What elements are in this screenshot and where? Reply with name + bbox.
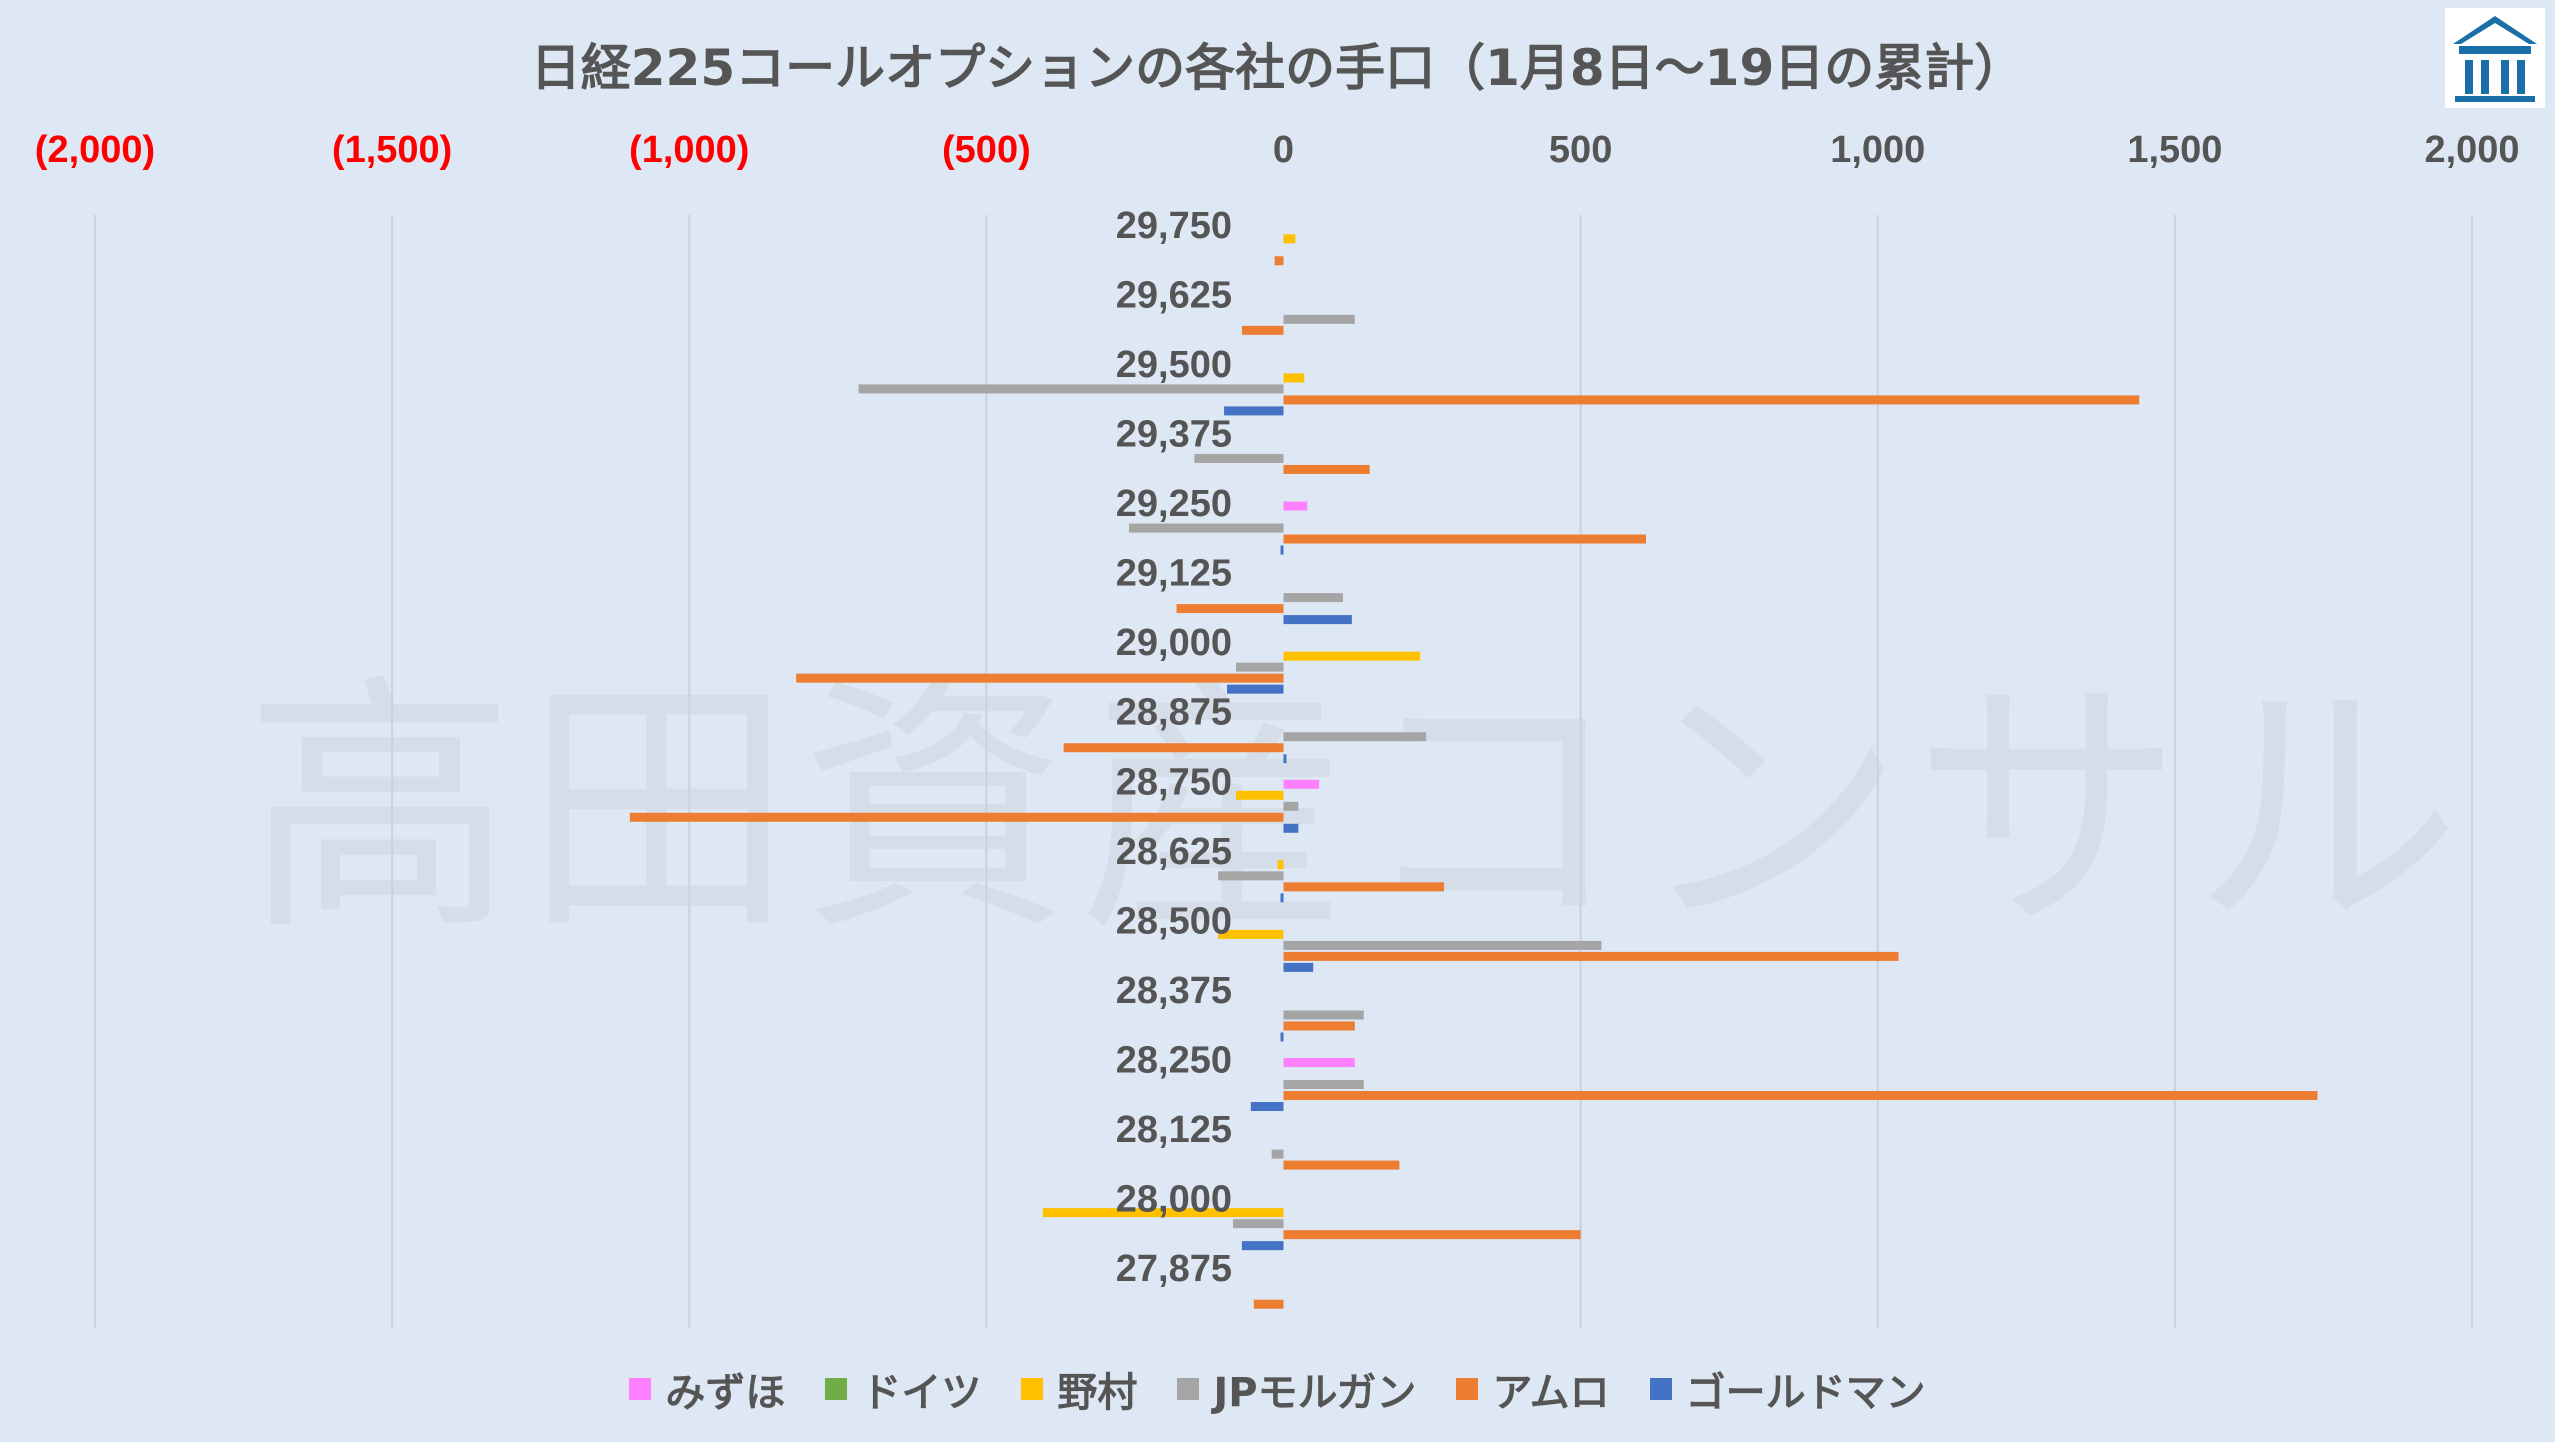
bar — [1235, 662, 1284, 672]
bar — [1241, 325, 1284, 335]
category-label: 29,000 — [1116, 622, 1232, 664]
category-label: 28,250 — [1116, 1040, 1232, 1082]
bar — [1283, 754, 1287, 764]
bar — [1283, 1021, 1355, 1031]
company-logo-icon — [2445, 8, 2545, 108]
category-label: 29,500 — [1116, 344, 1232, 386]
chart-title: 日経225コールオプションの各社の手口（1月8日～19日の累計） — [530, 39, 2025, 97]
x-tick-label: 0 — [1273, 129, 1294, 171]
category-label: 28,875 — [1116, 692, 1232, 734]
legend-label: アムロ — [1492, 1370, 1610, 1416]
bar — [1224, 406, 1284, 416]
x-tick-label: 1,000 — [1830, 129, 1925, 171]
bar — [1283, 951, 1899, 961]
x-tick-label: 500 — [1549, 129, 1612, 171]
bar — [1283, 651, 1421, 661]
bar — [1283, 314, 1355, 324]
category-label: 29,125 — [1116, 553, 1232, 595]
bar — [1283, 823, 1299, 833]
legend-swatch — [1021, 1378, 1044, 1400]
bar — [1042, 1208, 1284, 1218]
bar — [1283, 801, 1299, 811]
x-tick-label: (1,000) — [629, 129, 749, 171]
legend-label: ゴールドマン — [1685, 1370, 1926, 1416]
bar — [1283, 882, 1444, 892]
bar — [1283, 501, 1308, 511]
bar — [1283, 234, 1296, 244]
bar — [1283, 1160, 1400, 1170]
bar — [1271, 1149, 1284, 1159]
category-label: 28,000 — [1116, 1179, 1232, 1221]
category-label: 29,750 — [1116, 205, 1232, 247]
bar — [1283, 1230, 1581, 1240]
legend-item: みずほ — [629, 1360, 785, 1418]
bar — [1250, 1102, 1284, 1112]
legend: みずほ ドイツ 野村 JPモルガン アムロ ゴールドマン — [0, 1360, 2555, 1418]
legend-swatch — [1456, 1378, 1479, 1400]
bar — [796, 673, 1284, 683]
bar — [1283, 593, 1343, 603]
bar — [1283, 1058, 1355, 1068]
bar — [1283, 464, 1370, 474]
bar — [1227, 684, 1284, 694]
bar — [1253, 1299, 1284, 1309]
bar — [1283, 962, 1314, 972]
bar — [1176, 604, 1284, 614]
bar — [858, 384, 1284, 394]
bar — [1283, 615, 1352, 625]
bar — [1194, 453, 1284, 463]
bar — [1241, 1241, 1284, 1251]
bar — [1283, 373, 1305, 383]
bar — [629, 812, 1284, 822]
bar — [1283, 1080, 1364, 1090]
category-label: 28,500 — [1116, 900, 1232, 942]
bar — [1232, 1219, 1284, 1229]
legend-label: JPモルガン — [1213, 1370, 1417, 1416]
legend-label: ドイツ — [861, 1370, 982, 1416]
legend-label: 野村 — [1057, 1370, 1138, 1416]
bar — [1274, 256, 1284, 266]
bar — [1283, 732, 1427, 742]
legend-label: みずほ — [665, 1370, 786, 1416]
bar — [1283, 534, 1646, 544]
category-label: 28,625 — [1116, 831, 1232, 873]
bar — [1280, 1032, 1284, 1042]
bar — [1218, 871, 1284, 881]
legend-item: 野村 — [1021, 1360, 1137, 1418]
x-tick-label: 1,500 — [2127, 129, 2222, 171]
legend-item: ゴールドマン — [1649, 1360, 1926, 1418]
x-tick-label: (500) — [942, 129, 1031, 171]
legend-swatch — [1177, 1378, 1200, 1400]
x-tick-label: 2,000 — [2424, 129, 2519, 171]
bar — [1063, 743, 1284, 753]
bar — [1235, 790, 1284, 800]
legend-swatch — [629, 1378, 652, 1400]
bar — [1218, 929, 1284, 939]
legend-item: JPモルガン — [1177, 1360, 1416, 1418]
x-tick-label: (2,000) — [35, 129, 155, 171]
category-label: 28,375 — [1116, 970, 1232, 1012]
bar — [1283, 940, 1602, 950]
legend-swatch — [1649, 1378, 1672, 1400]
category-label: 29,375 — [1116, 413, 1232, 455]
bar — [1128, 523, 1284, 533]
legend-item: ドイツ — [825, 1360, 981, 1418]
x-tick-label: (1,500) — [332, 129, 452, 171]
legend-item: アムロ — [1456, 1360, 1610, 1418]
category-label: 28,750 — [1116, 761, 1232, 803]
bar — [1283, 1091, 2318, 1101]
bar — [1280, 545, 1284, 555]
bar — [1283, 779, 1320, 789]
bar — [1283, 395, 2140, 405]
bar — [1280, 893, 1284, 903]
bar — [1283, 1010, 1364, 1020]
legend-swatch — [825, 1378, 848, 1400]
category-label: 29,625 — [1116, 274, 1232, 316]
category-label: 28,125 — [1116, 1109, 1232, 1151]
category-label: 29,250 — [1116, 483, 1232, 525]
bar — [1277, 860, 1284, 870]
category-label: 27,875 — [1116, 1248, 1232, 1290]
